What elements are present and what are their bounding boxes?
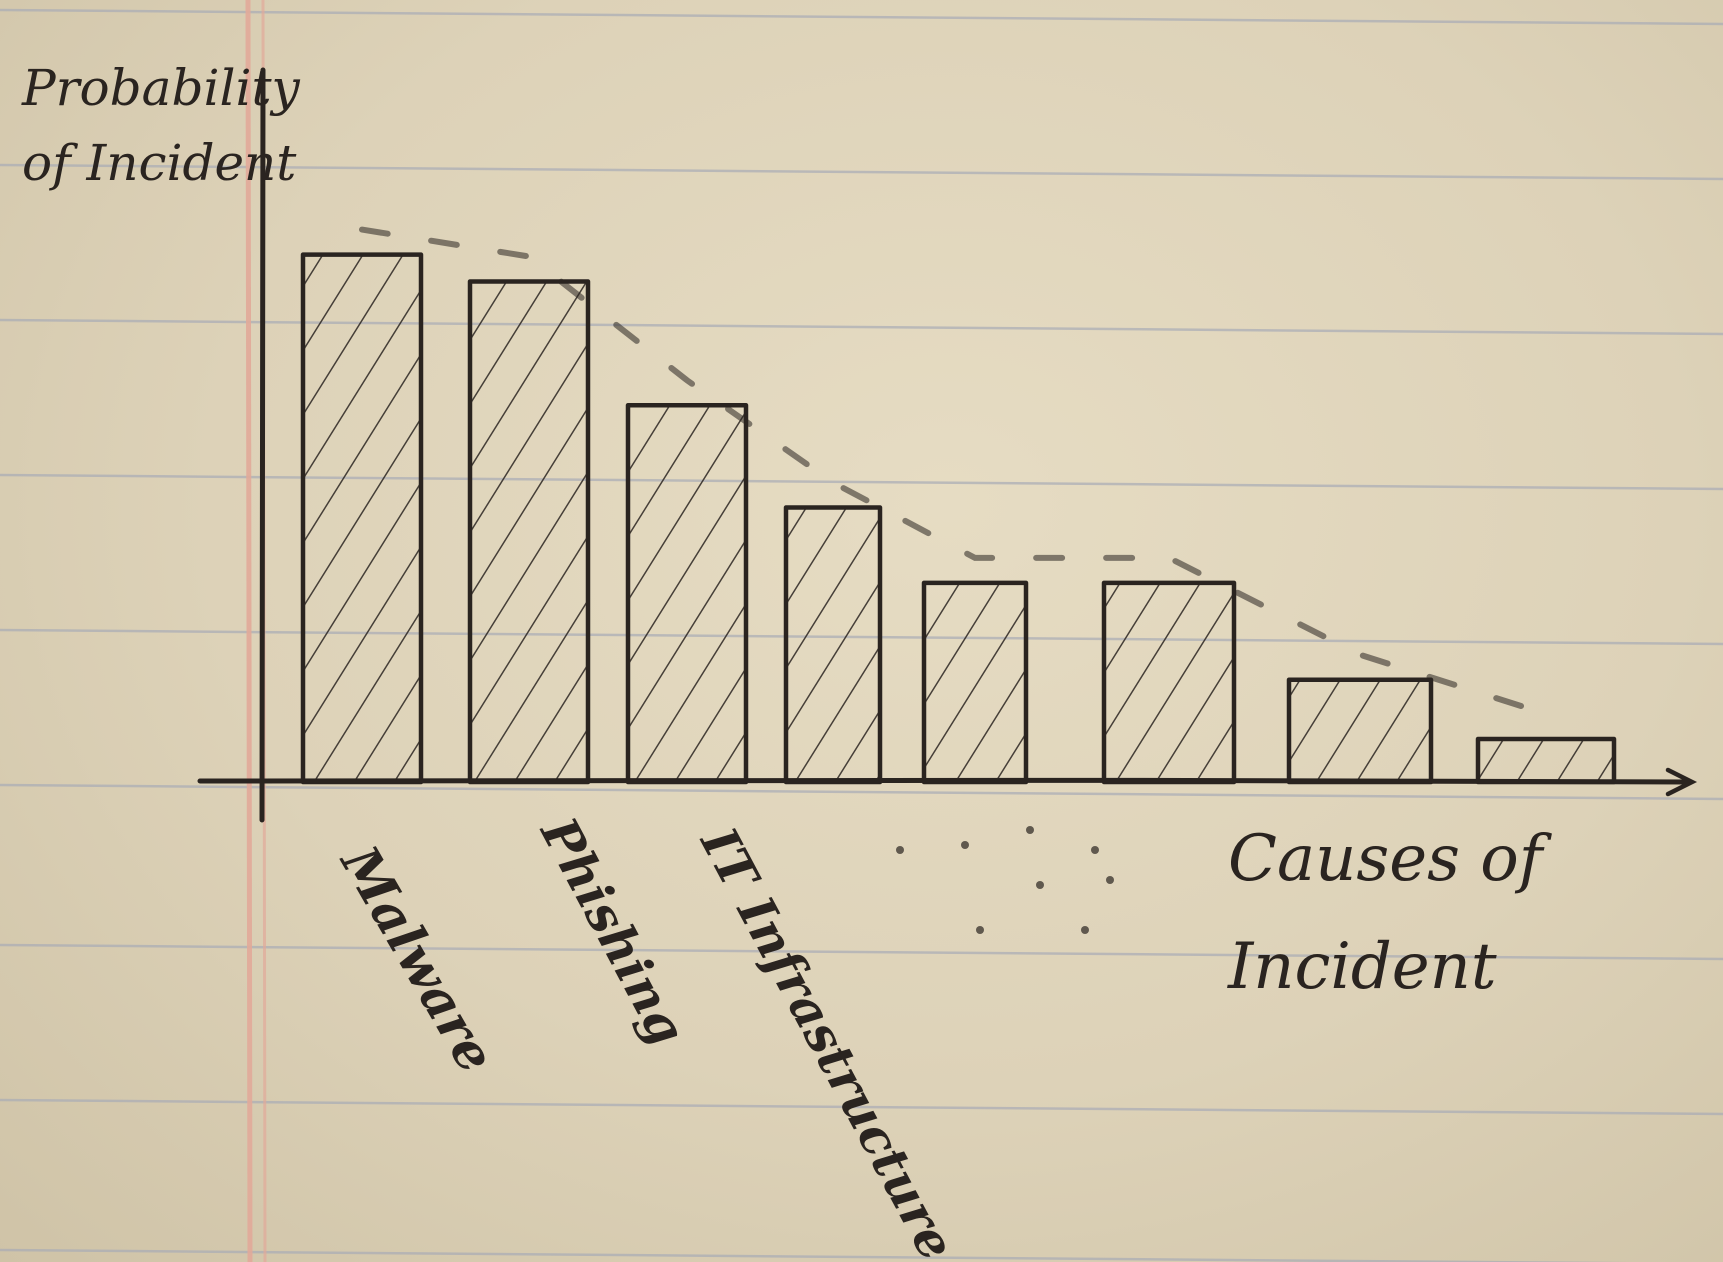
ruled-line [0, 943, 1723, 961]
trend-line [359, 226, 1549, 717]
bar [467, 279, 591, 785]
x-axis-title: Incident [1227, 930, 1497, 1004]
x-axis [197, 777, 1691, 785]
y-axis [259, 67, 266, 823]
bar [300, 252, 424, 785]
ruled-line [0, 8, 1723, 26]
x-axis-title: Causes of [1228, 822, 1553, 896]
y-axis-title: Probability [21, 59, 301, 117]
ink-dot [1026, 826, 1034, 834]
ink-dot [961, 841, 969, 849]
ink-dot [1081, 926, 1089, 934]
ruled-line [0, 473, 1723, 491]
ink-dot [1091, 846, 1099, 854]
bar [625, 403, 749, 785]
x-axis-arrow [1665, 767, 1698, 797]
category-label: Malware [328, 834, 507, 1083]
ink-dot [1106, 876, 1114, 884]
ink-dot [1036, 881, 1044, 889]
bar [1475, 736, 1617, 785]
bar [1101, 580, 1237, 785]
category-label: IT Infrastructure [688, 816, 966, 1262]
ink-dot [976, 926, 984, 934]
ruled-line [0, 163, 1723, 181]
category-label: Phishing [528, 806, 697, 1054]
ruled-line [0, 783, 1723, 801]
ink-dot [896, 846, 904, 854]
bar [1286, 677, 1434, 785]
bar [783, 505, 883, 785]
margin-line [245, 0, 253, 1262]
y-axis-title: of Incident [22, 134, 297, 192]
ruled-line [0, 318, 1723, 336]
bar [921, 580, 1029, 785]
ruled-line [0, 1098, 1723, 1116]
